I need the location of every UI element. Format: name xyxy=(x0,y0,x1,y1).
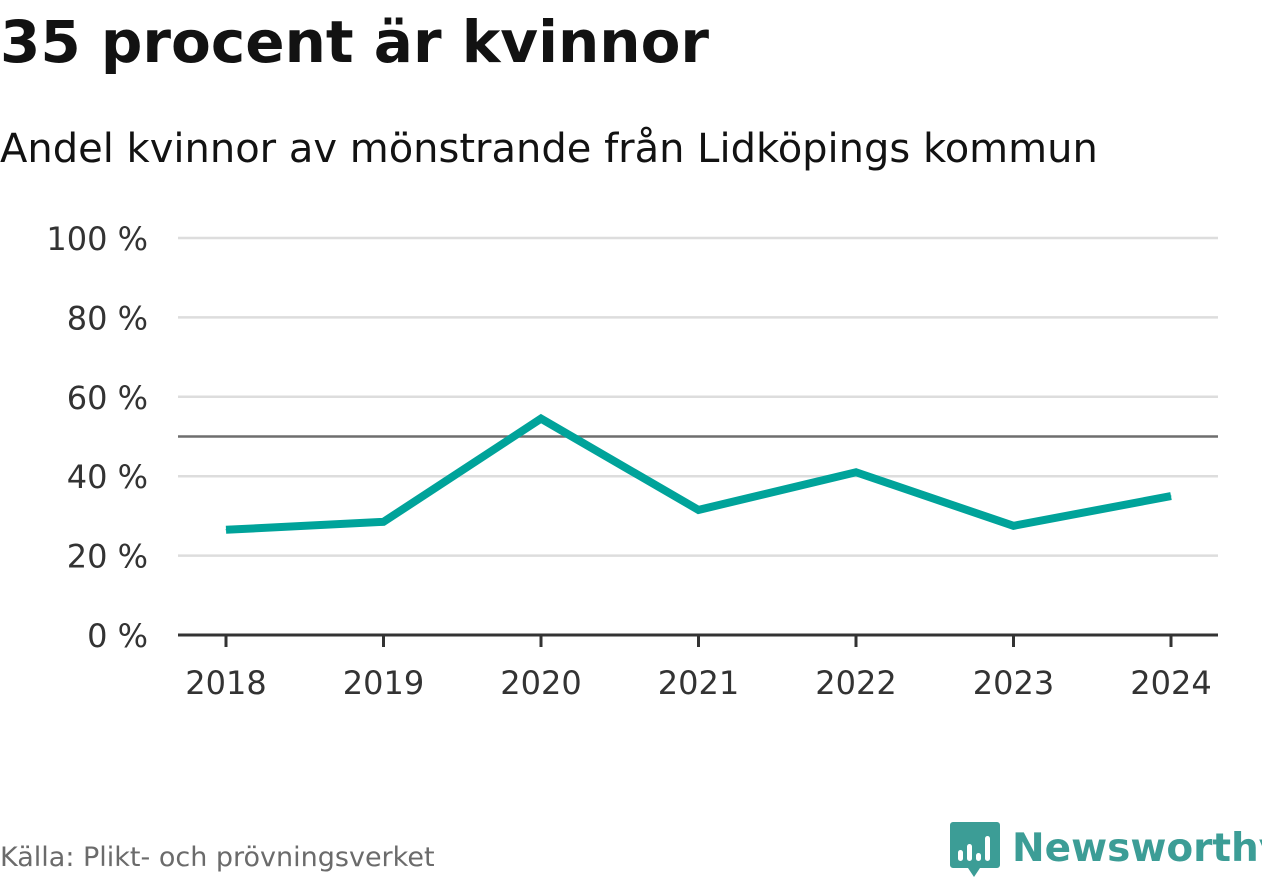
y-tick-label: 60 % xyxy=(67,379,148,417)
logo-text: Newsworthy xyxy=(1012,826,1262,871)
y-tick-label: 40 % xyxy=(67,458,148,496)
gridlines xyxy=(178,236,1218,557)
data-point xyxy=(383,521,384,523)
x-tick-label: 2019 xyxy=(343,664,424,702)
data-point xyxy=(1170,495,1172,497)
x-axis-labels: 2018 2019 2020 2021 2022 2023 2024 xyxy=(185,664,1211,702)
y-axis-labels: 0 % 20 % 40 % 60 % 80 % 100 % xyxy=(46,220,148,655)
data-point xyxy=(698,509,699,511)
newsworthy-logo: Newsworthy xyxy=(950,818,1262,880)
data-point xyxy=(1013,525,1014,527)
y-tick-label: 100 % xyxy=(46,220,148,258)
x-tick-label: 2024 xyxy=(1130,664,1211,702)
series-group xyxy=(225,413,1172,534)
data-point xyxy=(855,471,857,473)
y-tick-label: 80 % xyxy=(67,299,148,337)
chart-subtitle: Andel kvinnor av mönstrande från Lidköpi… xyxy=(0,126,1098,172)
source-note: Källa: Plikt- och prövningsverket xyxy=(0,842,435,873)
data-point xyxy=(540,418,542,420)
y-tick-label: 0 % xyxy=(87,617,148,655)
x-axis xyxy=(178,633,1218,647)
data-point xyxy=(225,529,227,531)
x-tick-label: 2022 xyxy=(815,664,896,702)
chart-title: 35 procent är kvinnor xyxy=(0,8,710,76)
bar-chart-speech-bubble-icon xyxy=(950,822,1000,877)
x-tick-label: 2023 xyxy=(973,664,1054,702)
y-tick-label: 20 % xyxy=(67,538,148,576)
x-tick-label: 2020 xyxy=(500,664,581,702)
x-tick-label: 2021 xyxy=(658,664,739,702)
x-tick-label: 2018 xyxy=(185,664,266,702)
